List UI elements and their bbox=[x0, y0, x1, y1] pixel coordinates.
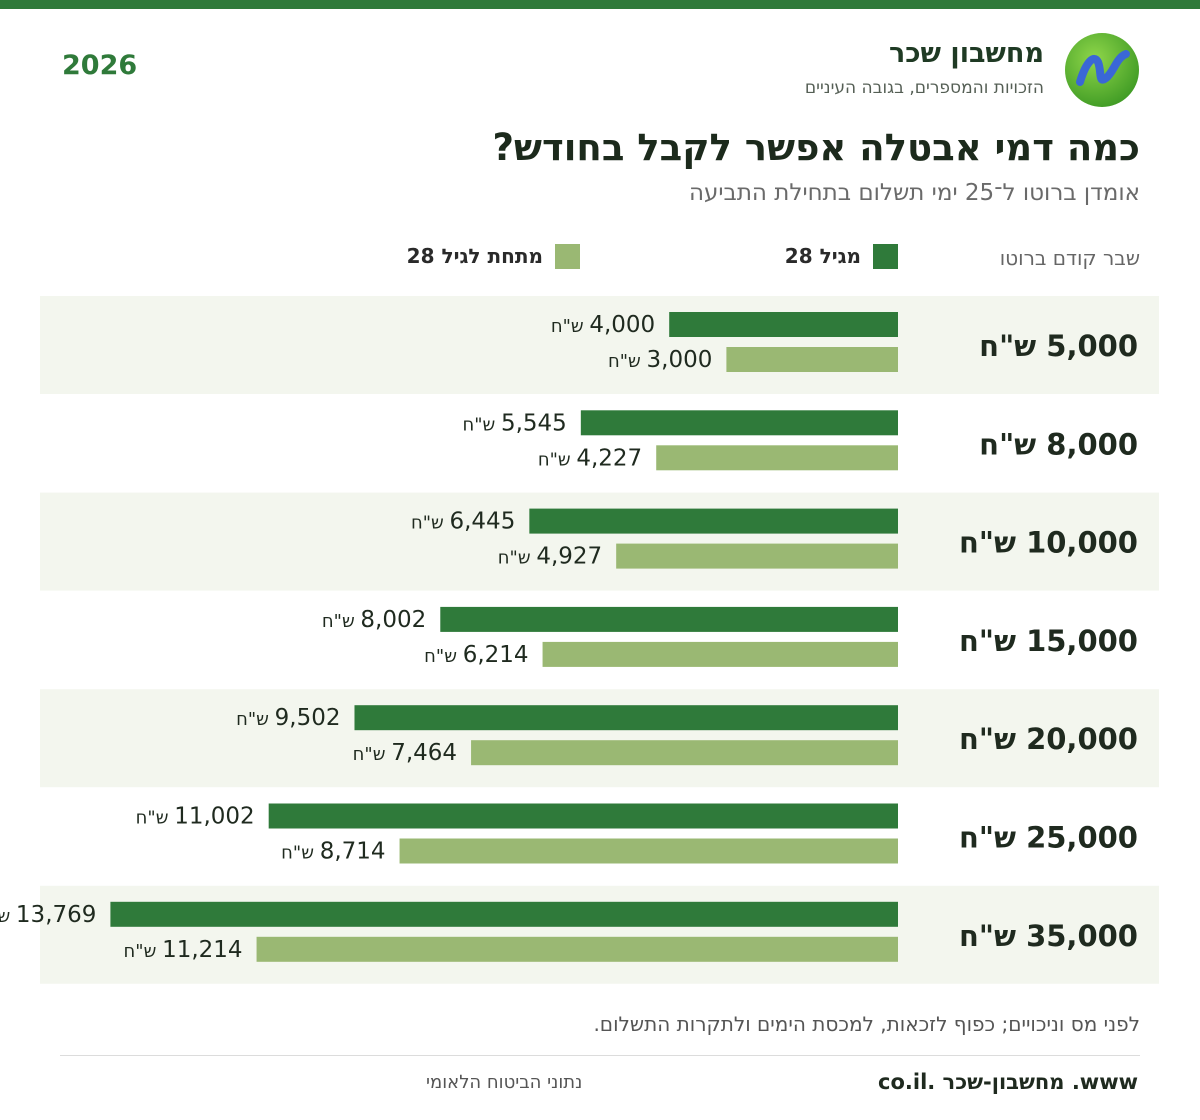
bar-series-b bbox=[656, 445, 898, 471]
value-label-series-a: 5,545 ש"ח bbox=[462, 410, 566, 436]
legend-label-series-b: מתחת לגיל 28 bbox=[406, 244, 543, 268]
bar-series-a bbox=[529, 508, 898, 534]
category-label: 8,000 ש"ח bbox=[979, 427, 1138, 461]
value-label-series-a: 9,502 ש"ח bbox=[236, 705, 340, 731]
category-label: 25,000 ש"ח bbox=[959, 821, 1138, 855]
bar-series-a bbox=[110, 901, 898, 927]
value-label-series-b: 6,214 ש"ח bbox=[424, 642, 528, 668]
value-label-series-a: 4,000 ש"ח bbox=[551, 312, 655, 338]
value-label-series-a: 8,002 ש"ח bbox=[322, 607, 426, 633]
bar-series-a bbox=[580, 410, 898, 436]
category-axis-header: שבר קודם ברוטו bbox=[999, 246, 1140, 270]
value-label-series-b: 7,464 ש"ח bbox=[353, 740, 457, 766]
chart-title: כמה דמי אבטלה אפשר לקבל בחודש? bbox=[492, 126, 1140, 169]
bar-series-a bbox=[268, 803, 898, 829]
row-band bbox=[40, 689, 1159, 788]
bar-series-b bbox=[471, 740, 898, 766]
data-source: נתוני הביטוח הלאומי bbox=[426, 1072, 583, 1093]
header: מחשבון שכר הזכויות והמספרים, בגובה העיני… bbox=[60, 30, 1140, 110]
legend-label-series-a: מגיל 28 bbox=[784, 244, 861, 268]
site-url: www. מחשבון-שכר .co.il bbox=[878, 1070, 1138, 1094]
brand-title: מחשבון שכר bbox=[889, 38, 1044, 69]
value-label-series-b: 4,227 ש"ח bbox=[538, 445, 642, 471]
value-label-series-b: 4,927 ש"ח bbox=[498, 544, 602, 570]
value-label-series-b: 11,214 ש"ח bbox=[124, 937, 243, 963]
bar-series-b bbox=[542, 641, 898, 667]
category-label: 5,000 ש"ח bbox=[979, 329, 1138, 363]
value-label-series-a: 6,445 ש"ח bbox=[411, 509, 515, 535]
bar-series-b bbox=[616, 543, 898, 569]
year-label: 2026 bbox=[62, 50, 138, 81]
legend-item-series-b: מתחת לגיל 28 bbox=[407, 242, 580, 270]
bar-series-b bbox=[399, 838, 898, 864]
top-accent-bar bbox=[0, 0, 1200, 9]
footnote: לפני מס וניכויים; כפוף לזכאות, למכסת הימ… bbox=[593, 1012, 1140, 1036]
row-band bbox=[40, 296, 1159, 394]
brand-tagline: הזכויות והמספרים, בגובה העיניים bbox=[804, 78, 1044, 98]
value-label-series-a: 11,002 ש"ח bbox=[136, 804, 255, 830]
value-label-series-b: 3,000 ש"ח bbox=[608, 347, 712, 373]
category-label: 20,000 ש"ח bbox=[959, 722, 1138, 756]
footer-divider bbox=[60, 1055, 1140, 1056]
bar-series-b bbox=[726, 347, 898, 372]
brand-logo-icon bbox=[1064, 32, 1140, 108]
value-label-series-b: 8,714 ש"ח bbox=[281, 839, 385, 865]
legend-swatch-series-b bbox=[555, 243, 580, 269]
category-label: 35,000 ש"ח bbox=[959, 919, 1138, 953]
legend-swatch-series-a bbox=[873, 243, 898, 269]
category-label: 15,000 ש"ח bbox=[959, 624, 1138, 658]
bar-series-a bbox=[669, 312, 898, 337]
row-band bbox=[40, 885, 1159, 984]
chart-subtitle: אומדן ברוטו ל־25 ימי תשלום בתחילת התביעה bbox=[688, 180, 1140, 206]
category-label: 10,000 ש"ח bbox=[959, 526, 1138, 560]
row-band bbox=[40, 492, 1159, 591]
bar-series-b bbox=[256, 936, 898, 962]
bar-series-a bbox=[354, 705, 898, 731]
value-label-series-a: 13,769 ש"ח bbox=[0, 902, 96, 928]
bar-series-a bbox=[440, 606, 898, 632]
legend-item-series-a: מגיל 28 bbox=[785, 242, 898, 270]
